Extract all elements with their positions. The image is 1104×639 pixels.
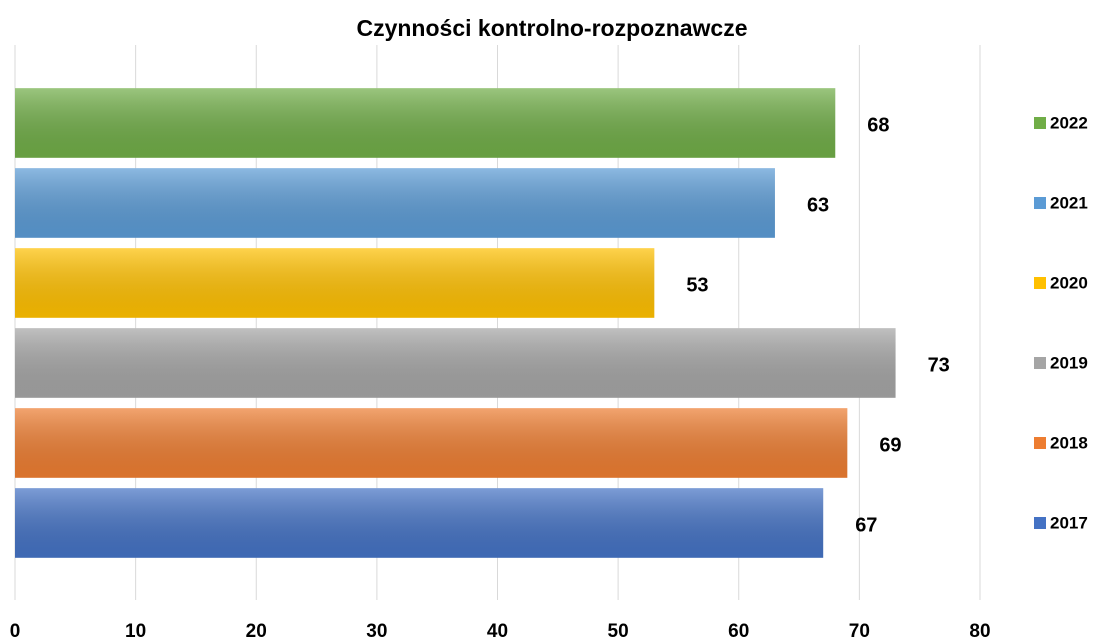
legend-label: 2018: [1050, 433, 1088, 452]
bar-shine: [15, 168, 775, 238]
x-tick-label: 0: [10, 621, 21, 639]
x-tick-label: 70: [849, 621, 870, 639]
bar-shine: [15, 488, 824, 558]
legend-swatch: [1034, 357, 1046, 369]
legend-label: 2021: [1050, 193, 1088, 212]
bar-shine: [15, 408, 848, 478]
legend-label: 2022: [1050, 113, 1088, 132]
x-tick-label: 50: [608, 621, 629, 639]
legend-swatch: [1034, 517, 1046, 529]
value-label: 68: [867, 114, 889, 136]
legend-label: 2020: [1050, 273, 1088, 292]
value-label: 73: [928, 354, 950, 376]
x-tick-label: 10: [125, 621, 146, 639]
legend-swatch: [1034, 277, 1046, 289]
bar-shine: [15, 328, 896, 398]
legend-label: 2019: [1050, 353, 1088, 372]
chart-title: Czynności kontrolno-rozpoznawcze: [356, 15, 747, 41]
value-label: 63: [807, 194, 829, 216]
value-label: 67: [855, 514, 877, 536]
bar-shine: [15, 248, 655, 318]
value-label: 53: [686, 274, 708, 296]
x-tick-label: 20: [246, 621, 267, 639]
legend-swatch: [1034, 437, 1046, 449]
x-tick-label: 40: [487, 621, 508, 639]
legend-swatch: [1034, 117, 1046, 129]
x-tick-label: 60: [728, 621, 749, 639]
x-tick-label: 80: [969, 621, 990, 639]
bar-shine: [15, 88, 836, 158]
x-tick-label: 30: [366, 621, 387, 639]
legend-swatch: [1034, 197, 1046, 209]
value-label: 69: [879, 434, 901, 456]
legend-label: 2017: [1050, 513, 1088, 532]
